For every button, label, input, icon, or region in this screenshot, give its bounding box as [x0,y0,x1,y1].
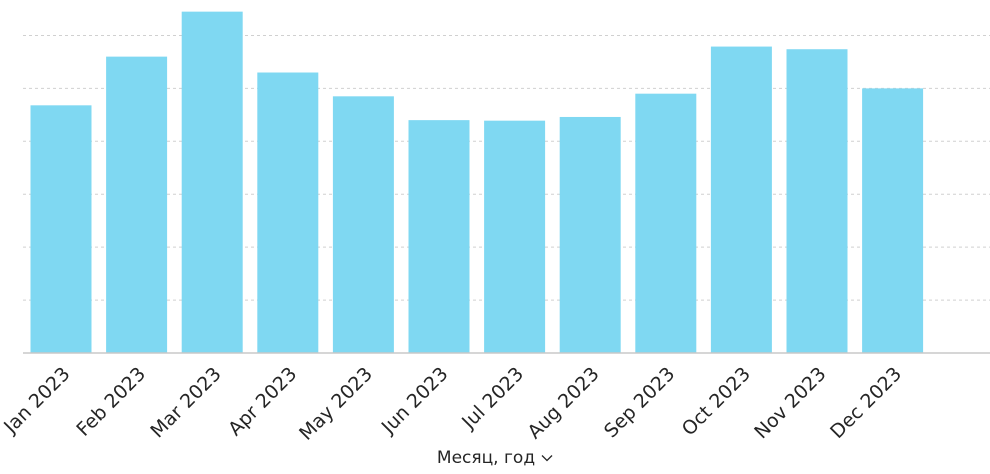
x-axis-title: Месяц, год [436,448,536,468]
x-tick-label: Jun 2023 [377,363,453,439]
bar[interactable] [786,49,848,354]
bar[interactable] [635,93,697,353]
bar[interactable] [257,72,319,353]
x-tick-label: Nov 2023 [750,363,830,443]
x-tick-label: Oct 2023 [678,363,755,440]
x-tick-label: Sep 2023 [600,363,679,442]
x-tick-label: Jul 2023 [457,363,528,434]
x-axis-title-container: Месяц, год [0,448,990,468]
x-tick-label: Aug 2023 [523,363,603,443]
bar[interactable] [106,56,168,353]
bar[interactable] [408,120,470,353]
x-tick-label: Jan 2023 [0,363,75,438]
x-tick-label: May 2023 [295,363,377,445]
x-tick-label: Dec 2023 [826,363,906,443]
bar[interactable] [332,96,394,354]
x-axis-field-selector[interactable]: Месяц, год [437,448,553,468]
bar[interactable] [559,116,621,353]
chevron-down-icon [541,455,553,462]
bars [30,11,924,354]
x-tick-label: Apr 2023 [224,363,301,440]
bar[interactable] [710,46,772,354]
bar[interactable] [30,105,92,353]
bar[interactable] [484,120,546,353]
x-tick-label: Mar 2023 [146,363,225,442]
x-tick-label: Feb 2023 [72,363,150,441]
bar[interactable] [862,88,924,353]
bar[interactable] [181,11,243,354]
